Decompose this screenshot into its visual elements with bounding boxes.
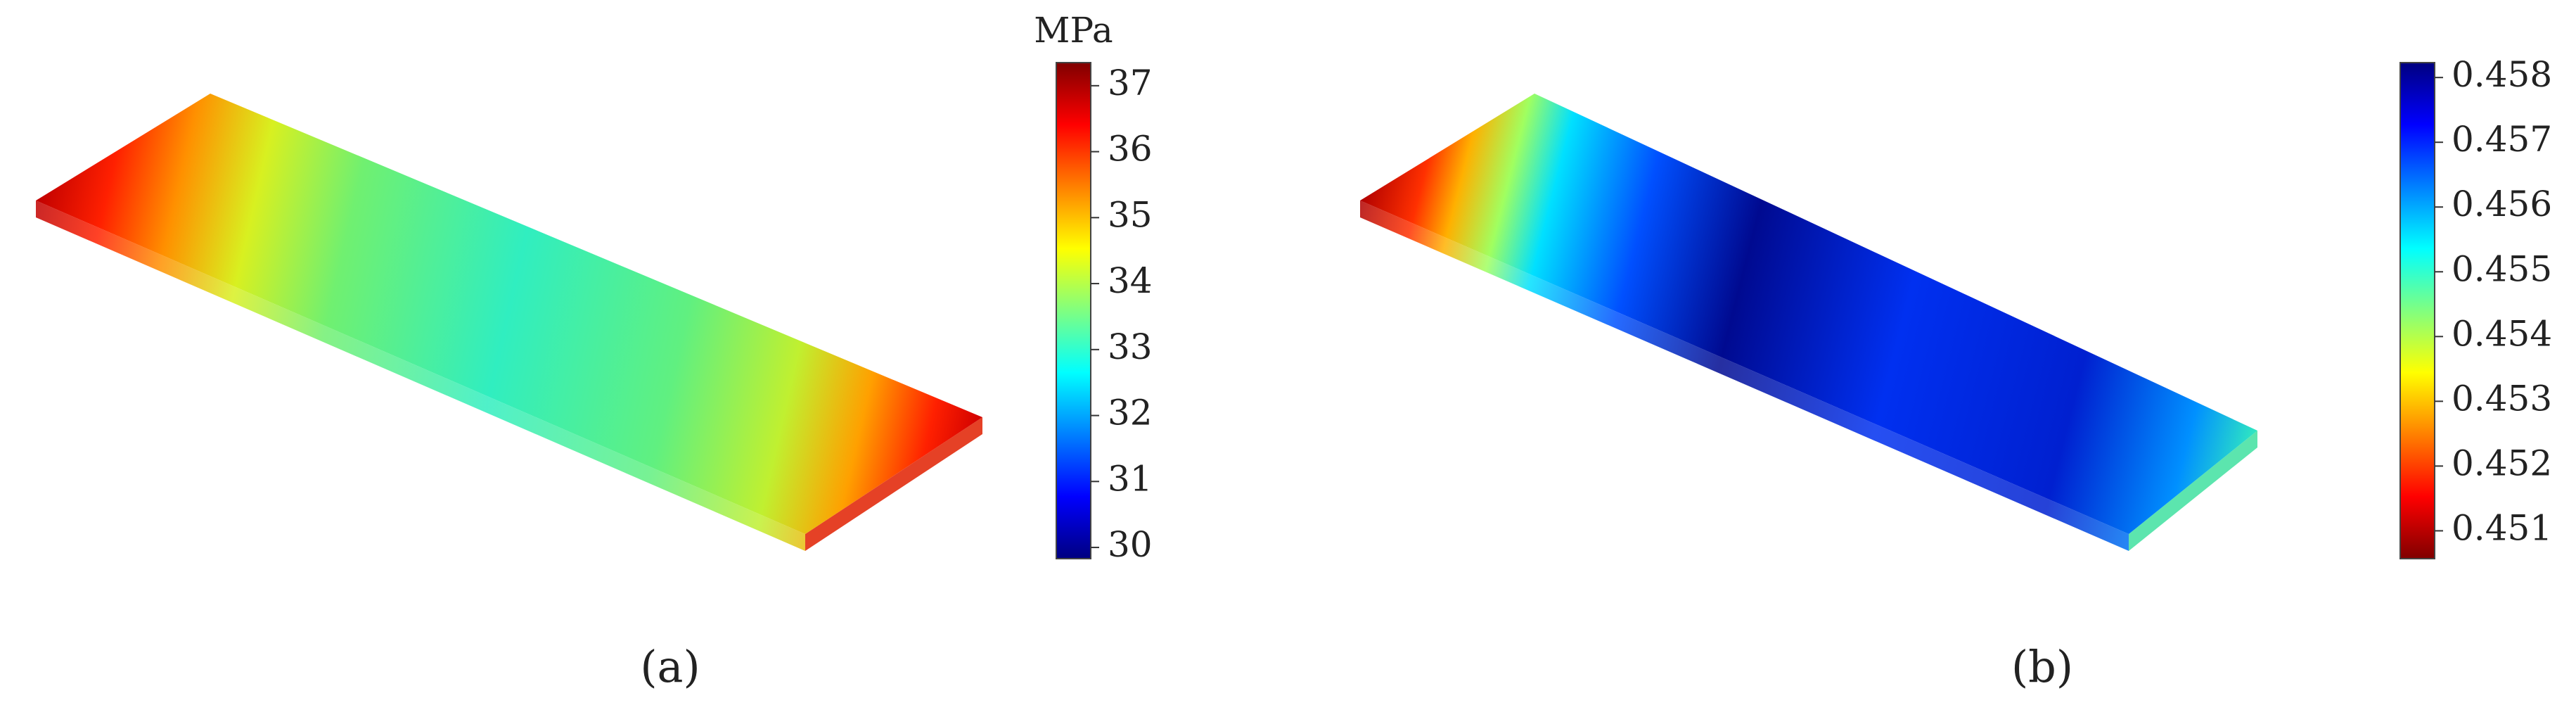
colorbar-tick-label: 0.454 — [2452, 313, 2552, 354]
panel-label: (a) — [640, 641, 700, 692]
colorbar-tick-label: 36 — [1108, 129, 1153, 170]
colorbar-tick-label: 0.453 — [2452, 378, 2552, 419]
colorbar-tick-label: 0.458 — [2452, 54, 2552, 95]
plate-top — [1360, 94, 2257, 534]
panel-label: (b) — [2011, 641, 2073, 692]
plate-b — [1360, 94, 2257, 551]
colorbar-tick-label: 34 — [1108, 260, 1153, 301]
colorbar-tick-label: 0.451 — [2452, 507, 2552, 548]
colorbar-tick-label: 0.455 — [2452, 248, 2552, 289]
colorbar-tick-label: 33 — [1108, 326, 1153, 367]
colorbar-tick-label: 31 — [1108, 458, 1153, 499]
colorbar-label: MPa — [1034, 10, 1113, 51]
colorbar-tick-label: 32 — [1108, 393, 1153, 433]
plate-top — [36, 94, 982, 534]
plate-a — [36, 94, 982, 551]
colorbar-tick-label: 35 — [1108, 194, 1153, 235]
colorbar — [1056, 62, 1091, 559]
colorbar-tick-label: 30 — [1108, 524, 1153, 565]
plate-side — [1360, 201, 2129, 551]
colorbar — [2399, 62, 2435, 559]
colorbar-tick-label: 0.452 — [2452, 443, 2552, 483]
colorbar-tick-label: 37 — [1108, 63, 1153, 103]
plate-side — [2129, 431, 2257, 551]
colorbar-tick-label: 0.457 — [2452, 119, 2552, 160]
plate-side — [36, 201, 805, 551]
colorbar-tick-label: 0.456 — [2452, 184, 2552, 224]
plate-side — [805, 417, 982, 551]
